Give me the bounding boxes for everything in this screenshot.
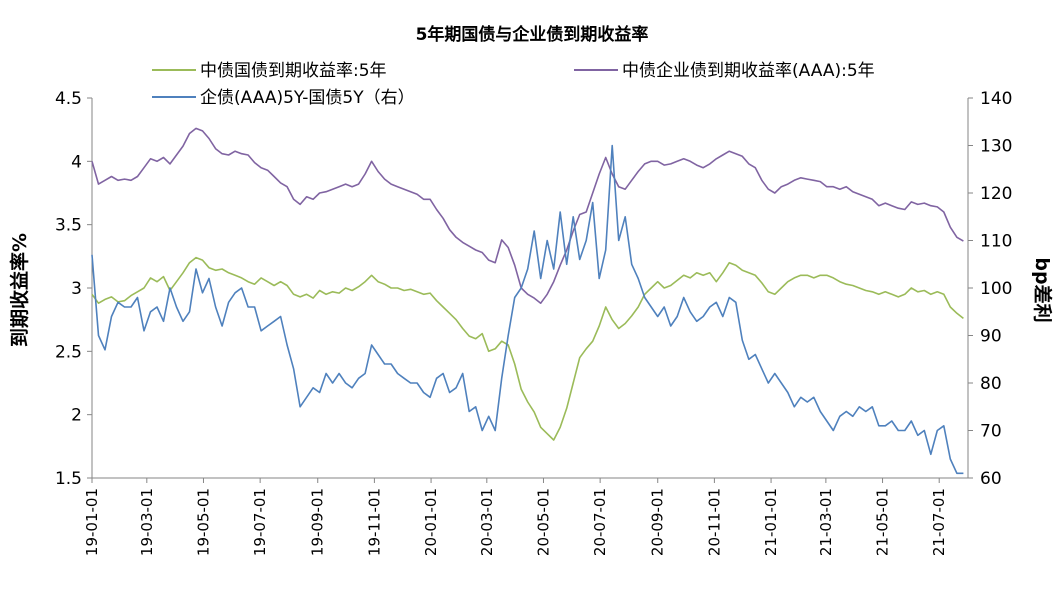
y-right-tick-label-4: 100 (980, 279, 1012, 299)
x-tick-label-14: 21-05-01 (874, 488, 892, 556)
chart-title: 5年期国债与企业债到期收益率 (416, 24, 649, 45)
y-right-tick-label-2: 80 (980, 374, 1002, 394)
legend-label-1: 中债企业债到期收益率(AAA):5年 (622, 61, 875, 81)
y-right-tick-label-6: 120 (980, 184, 1012, 204)
x-tick-label-7: 20-03-01 (478, 488, 496, 556)
series-layer (91, 127, 964, 475)
y-left-tick-label-4: 3.5 (55, 216, 82, 236)
legend: 中债国债到期收益率:5年 中债企业债到期收益率(AAA):5年企债(AAA)5Y-… (152, 61, 875, 108)
y-left-tick-label-1: 2 (71, 406, 82, 426)
axes: 1.5 2 2.5 3 3.5 4 4.5 60 70 80 90 100 110 120 130 140 19… (55, 89, 1013, 556)
x-tick-label-10: 20-09-01 (649, 488, 667, 556)
y-left-tick-label-0: 1.5 (55, 469, 82, 489)
series-line-2 (91, 144, 964, 475)
legend-label-0: 中债国债到期收益率:5年 (200, 61, 387, 81)
y-right-tick-label-8: 140 (980, 89, 1012, 109)
x-tick-label-0: 19-01-01 (83, 488, 101, 556)
y-left-tick-label-5: 4 (71, 152, 82, 172)
y-right-tick-label-1: 70 (980, 422, 1002, 442)
x-tick-label-9: 20-07-01 (591, 488, 609, 556)
y-left-tick-label-2: 2.5 (55, 342, 82, 362)
y-left-tick-label-3: 3 (71, 279, 82, 299)
x-tick-label-3: 19-07-01 (251, 488, 269, 556)
legend-label-2: 企债(AAA)5Y-国债5Y（右） (200, 88, 415, 108)
x-tick-label-6: 20-01-01 (422, 488, 440, 556)
y-left-tick-label-6: 4.5 (55, 89, 82, 109)
x-tick-label-4: 19-09-01 (309, 488, 327, 556)
x-tick-label-8: 20-05-01 (534, 488, 552, 556)
series-line-1 (91, 127, 964, 305)
x-tick-label-2: 19-05-01 (194, 488, 212, 556)
x-tick-label-11: 20-11-01 (705, 488, 723, 556)
y-right-tick-label-0: 60 (980, 469, 1002, 489)
series-line-0 (91, 256, 964, 441)
y-axis-left-title: 到期收益率% (8, 233, 31, 347)
y-axis-right-title: bp差利 (1031, 257, 1054, 322)
y-right-tick-label-3: 90 (980, 327, 1002, 347)
y-right-tick-label-5: 110 (980, 232, 1012, 252)
x-tick-label-5: 19-11-01 (365, 488, 383, 556)
y-right-tick-label-7: 130 (980, 137, 1012, 157)
x-tick-label-13: 21-03-01 (817, 488, 835, 556)
x-tick-label-12: 21-01-01 (762, 488, 780, 556)
x-tick-label-15: 21-07-01 (930, 488, 948, 556)
x-tick-label-1: 19-03-01 (138, 488, 156, 556)
